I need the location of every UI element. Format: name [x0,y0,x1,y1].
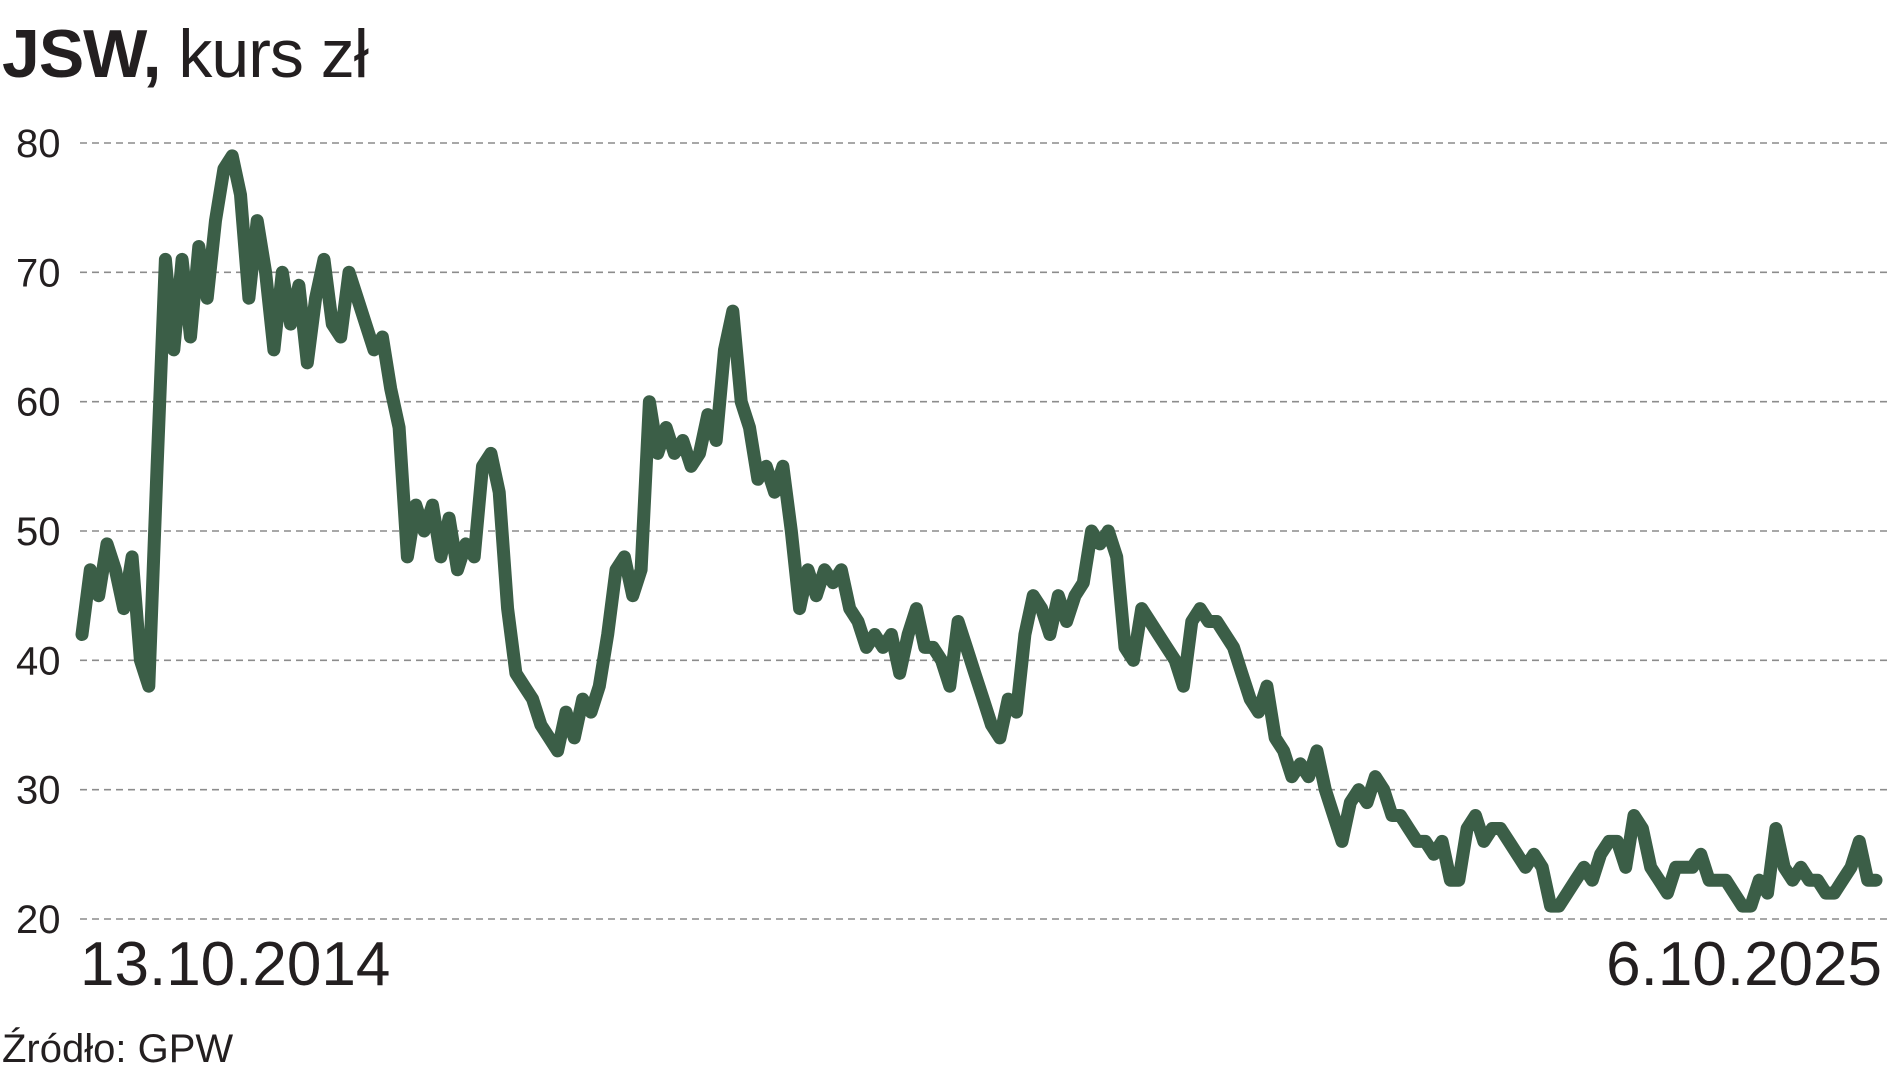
series-layer [75,149,1883,913]
y-tick-label-30: 30 [16,769,61,813]
y-tick-label-50: 50 [16,510,61,554]
y-tick-label-40: 40 [16,639,61,683]
chart-title-ticker: JSW, [2,16,161,92]
chart-title: JSW, kurs zł [2,14,369,94]
y-tick-label-80: 80 [16,122,61,166]
y-tick-label-60: 60 [16,381,61,425]
y-tick-label-70: 70 [16,251,61,295]
x-axis-start-label: 13.10.2014 [80,930,391,999]
gridlines [80,142,1892,920]
x-axis-end-label: 6.10.2025 [1606,930,1882,999]
y-tick-label-20: 20 [16,898,61,942]
series-line-0 [75,149,1883,913]
y-axis-ticks: 80 70 60 50 40 30 20 [16,122,61,942]
chart-title-subtitle: kurs zł [160,16,368,92]
source-note: Źródło: GPW [2,1027,234,1071]
